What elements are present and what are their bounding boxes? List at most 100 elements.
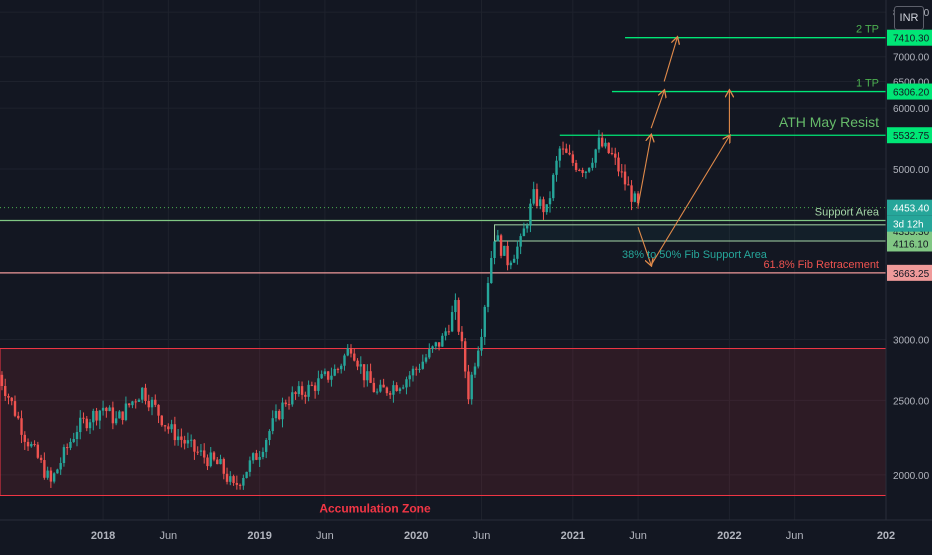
candle-body — [333, 368, 336, 376]
candle-body — [209, 452, 212, 467]
candle-body — [340, 365, 343, 370]
candle-body — [141, 387, 144, 400]
candle-body — [85, 418, 88, 429]
candle-body — [473, 366, 477, 375]
candle-body — [627, 184, 630, 186]
candle-body — [30, 443, 33, 447]
price-line-axis-label-bg — [887, 83, 932, 100]
candle-body — [496, 235, 500, 242]
candle-body — [418, 368, 421, 370]
fib-support-box — [494, 224, 887, 242]
candle-body — [323, 371, 327, 375]
candle-body — [372, 382, 376, 393]
y-tick-label: 6000.00 — [893, 104, 930, 115]
candle-body — [52, 473, 56, 482]
candle-body — [216, 459, 219, 465]
currency-badge[interactable]: INR — [894, 6, 924, 30]
candle-body — [477, 350, 480, 367]
y-tick-label: 2000.00 — [893, 471, 930, 482]
accumulation-zone-label: Accumulation Zone — [319, 501, 431, 515]
candle-body — [163, 425, 167, 427]
candle-body — [490, 257, 493, 284]
candle-body — [415, 368, 418, 370]
candle-body — [600, 137, 604, 147]
candle-body — [366, 371, 369, 381]
extra-axis-label: 4355.30 — [893, 227, 930, 238]
candle-body — [379, 384, 382, 392]
x-tick-label: Jun — [316, 530, 334, 542]
candle-body — [470, 374, 473, 400]
candle-body — [552, 174, 555, 199]
price-line-axis-label-bg — [887, 127, 932, 144]
candle-body — [154, 399, 157, 405]
candle-body — [568, 152, 571, 155]
candle-body — [72, 439, 75, 442]
candle-body — [101, 407, 105, 411]
candle-body — [402, 387, 405, 389]
candle-body — [633, 193, 637, 202]
y-tick-label: 2500.00 — [893, 396, 930, 407]
x-tick-label: Jun — [629, 530, 647, 542]
candle-body — [124, 403, 128, 420]
candle-body — [222, 459, 225, 474]
candle-body — [225, 473, 229, 482]
candle-body — [428, 349, 431, 358]
candle-body — [405, 379, 408, 388]
candle-body — [108, 407, 111, 412]
candle-body — [147, 400, 150, 408]
candle-body — [173, 424, 177, 441]
candle-body — [610, 153, 614, 155]
candle-body — [281, 402, 284, 420]
price-line-note: 61.8% Fib Retracement — [763, 259, 879, 271]
candle-body — [369, 371, 372, 383]
candle-body — [82, 417, 85, 419]
candle-body — [454, 300, 457, 313]
candle-body — [79, 417, 82, 433]
candle-body — [630, 185, 633, 202]
candle-body — [539, 199, 542, 206]
candle-body — [509, 262, 513, 266]
candle-body — [398, 388, 402, 391]
candle-body — [356, 360, 359, 367]
candle-body — [636, 193, 640, 204]
price-line-note: ATH May Resist — [779, 114, 879, 130]
x-tick-label: 2021 — [561, 530, 585, 542]
candles — [0, 129, 640, 490]
candle-body — [92, 410, 95, 423]
candle-body — [587, 167, 591, 172]
candle-body — [88, 422, 92, 429]
candle-body — [388, 393, 392, 395]
candle-body — [10, 397, 13, 402]
candle-body — [4, 385, 7, 396]
candle-body — [203, 450, 206, 458]
candle-body — [134, 401, 137, 403]
candle-body — [291, 392, 294, 405]
candle-body — [548, 198, 552, 205]
candle-body — [506, 245, 509, 266]
candle-body — [98, 410, 102, 421]
x-tick-label: 2019 — [247, 530, 271, 542]
countdown-bg — [887, 215, 932, 232]
candle-body — [313, 385, 317, 391]
price-line-note: 2 TP — [856, 24, 879, 36]
candle-body — [206, 457, 209, 467]
candle-body — [395, 385, 398, 391]
price-line-axis-label-bg — [887, 29, 932, 46]
candle-body — [431, 346, 434, 350]
candle-body — [62, 447, 66, 464]
price-line-note: Support Area — [815, 207, 880, 219]
candle-body — [503, 245, 506, 256]
candle-body — [349, 348, 353, 354]
candle-body — [434, 342, 438, 347]
candle-body — [199, 450, 203, 452]
candle-body — [392, 385, 395, 395]
candle-body — [274, 410, 278, 419]
candle-body — [424, 357, 428, 362]
candle-body — [385, 387, 389, 394]
time-axis-background — [0, 520, 932, 550]
candle-body — [519, 236, 522, 247]
candle-body — [447, 331, 451, 333]
projection-arrow — [637, 227, 651, 265]
